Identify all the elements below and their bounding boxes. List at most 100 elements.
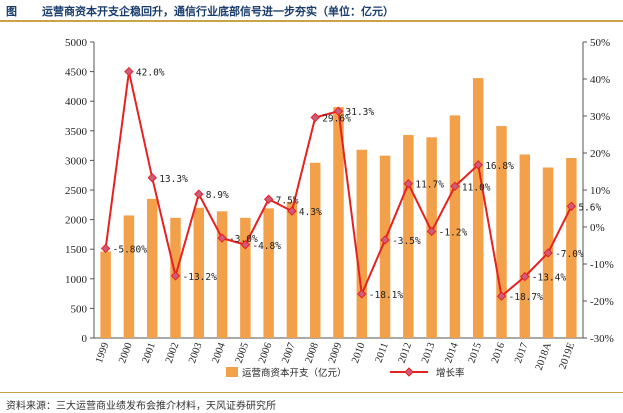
- growth-rate-point: [403, 179, 414, 189]
- capex-bar: [333, 107, 344, 339]
- title-divider: [0, 20, 623, 22]
- growth-rate-point: [170, 271, 181, 281]
- x-tick-label: 2013: [420, 341, 438, 364]
- x-tick-label: 2002: [164, 341, 182, 364]
- capex-bar: [496, 126, 507, 339]
- capex-bar: [356, 149, 368, 338]
- capex-bar: [309, 162, 321, 338]
- growth-rate-point: [357, 289, 367, 299]
- header: 图 运营商资本开支企稳回升，通信行业底部信号进一步夯实（单位：亿元）: [0, 0, 623, 22]
- growth-rate-point: [543, 248, 553, 258]
- x-tick-label: 2005: [234, 341, 252, 364]
- x-tick-label: 2015: [467, 341, 485, 364]
- y-right-tick-label: -20%: [590, 296, 614, 308]
- capex-bar: [426, 137, 437, 338]
- growth-rate-label: 42.0%: [136, 68, 165, 79]
- growth-rate-label: -3.5%: [392, 236, 421, 247]
- growth-rate-point: [380, 235, 390, 245]
- x-tick-label: 2000: [117, 341, 135, 364]
- y-left-tick-label: 3500: [65, 126, 88, 138]
- growth-rate-label: 13.3%: [159, 174, 188, 185]
- growth-rate-label: 11.0%: [462, 182, 491, 193]
- x-tick-label: 2017: [513, 341, 531, 364]
- growth-rate-label: -13.4%: [532, 273, 567, 284]
- growth-rate-label: -18.1%: [369, 290, 404, 301]
- x-tick-label: 2018A: [534, 341, 554, 372]
- capex-bar: [216, 211, 228, 338]
- figure-title: 运营商资本开支企稳回升，通信行业底部信号进一步夯实（单位：亿元）: [42, 5, 394, 18]
- y-left-tick-label: 5000: [65, 37, 88, 49]
- growth-rate-point: [240, 240, 251, 250]
- growth-rate-label: 8.9%: [206, 190, 229, 201]
- capex-bar: [240, 217, 251, 338]
- capex-bar: [286, 201, 298, 338]
- y-right-tick-label: 0%: [590, 222, 605, 234]
- growth-rate-label: -7.0%: [555, 249, 584, 260]
- capex-bar: [472, 78, 484, 338]
- growth-rate-label: 11.7%: [415, 180, 444, 191]
- growth-rate-point: [287, 206, 297, 216]
- x-tick-label: 2008: [304, 341, 322, 364]
- growth-rate-label: 4.3%: [299, 207, 322, 218]
- growth-rate-point: [426, 226, 437, 237]
- growth-rate-point: [310, 112, 320, 123]
- x-tick-label: 1999: [94, 341, 112, 364]
- y-right-tick-label: 40%: [590, 74, 610, 86]
- capex-chart: 0 500 1000 1500 2000 2500 3000 3500 4000 4500 5000…: [65, 37, 614, 379]
- growth-rate-point: [147, 173, 157, 183]
- y-left-tick-label: 2000: [65, 215, 88, 227]
- growth-rate-label: 7.5%: [276, 195, 299, 206]
- x-tick-label: 2016: [490, 341, 508, 364]
- capex-bar: [100, 251, 111, 338]
- x-tick-label: 2006: [257, 341, 275, 364]
- x-tick-label: 2004: [210, 341, 228, 365]
- growth-rate-label: -5.80%: [113, 244, 148, 255]
- y-right-tick-label: -10%: [590, 259, 614, 271]
- growth-rate-point: [217, 233, 227, 243]
- growth-rate-point: [450, 181, 460, 192]
- growth-rate-point: [124, 66, 134, 77]
- source-note: 资料来源：三大运营商业绩发布会推介材料，天风证券研究所: [6, 401, 276, 412]
- y-left-tick-label: 4000: [65, 96, 88, 108]
- capex-bar: [566, 158, 577, 338]
- capex-bar: [123, 215, 135, 338]
- growth-rate-point: [100, 243, 111, 254]
- y-right-tick-label: 30%: [590, 111, 610, 123]
- x-tick-label: 2001: [141, 341, 159, 364]
- legend-line-label: 增长率: [436, 367, 465, 379]
- y-left-tick-label: 4500: [65, 67, 88, 79]
- growth-rate-label: -3.0%: [229, 234, 258, 245]
- y-left-tick-label: 1500: [65, 244, 88, 256]
- growth-rate-label: 5.6%: [578, 202, 601, 213]
- x-tick-label: 2014: [443, 341, 461, 365]
- x-tick-label: 2009: [327, 341, 345, 364]
- growth-rate-label: -4.8%: [252, 241, 281, 252]
- y-right-tick-label: 20%: [590, 148, 610, 160]
- growth-rate-label: -18.7%: [509, 292, 544, 303]
- x-tick-label: 2011: [373, 341, 390, 364]
- legend-line-marker: [404, 367, 414, 377]
- capex-bar: [379, 155, 391, 338]
- growth-rate-point: [333, 106, 344, 116]
- growth-rate-point: [496, 291, 507, 301]
- footer-divider: [0, 392, 623, 393]
- capex-bar: [519, 154, 531, 338]
- x-tick-label: 2007: [280, 341, 298, 364]
- growth-rate-point: [263, 194, 274, 204]
- growth-rate-label: -13.2%: [183, 272, 218, 283]
- growth-rate-point: [520, 271, 530, 282]
- y-left-tick-label: 1000: [65, 274, 88, 286]
- x-tick-label: 2012: [397, 341, 415, 364]
- y-left-tick-label: 0: [82, 333, 88, 345]
- y-right-tick-label: 10%: [590, 185, 610, 197]
- y-left-tick-label: 500: [71, 303, 88, 315]
- growth-rate-point: [566, 201, 577, 211]
- y-left-tick-label: 3000: [65, 155, 88, 167]
- growth-rate-label: 16.8%: [485, 161, 514, 172]
- capex-bar: [146, 198, 158, 338]
- growth-rate-label: -1.2%: [439, 227, 468, 238]
- legend-bar-swatch: [226, 367, 238, 377]
- capex-bar: [263, 208, 274, 338]
- y-right-tick-label: 50%: [590, 37, 610, 49]
- y-right-tick-label: -30%: [590, 333, 614, 345]
